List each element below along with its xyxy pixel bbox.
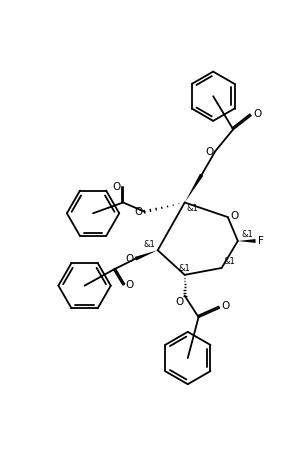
Text: &1: &1 [144, 240, 155, 249]
Text: O: O [222, 301, 230, 312]
Text: F: F [258, 236, 264, 246]
Text: O: O [112, 182, 121, 192]
Text: &1: &1 [186, 204, 198, 213]
Polygon shape [185, 174, 203, 202]
Text: O: O [230, 211, 238, 220]
Text: O: O [135, 207, 143, 217]
Text: &1: &1 [242, 230, 253, 239]
Text: O: O [125, 280, 134, 290]
Text: O: O [206, 147, 214, 157]
Polygon shape [135, 250, 158, 260]
Text: O: O [253, 109, 262, 119]
Text: &1: &1 [224, 257, 236, 266]
Text: O: O [126, 254, 134, 264]
Text: O: O [175, 297, 183, 307]
Polygon shape [238, 239, 255, 243]
Text: &1: &1 [178, 264, 190, 273]
